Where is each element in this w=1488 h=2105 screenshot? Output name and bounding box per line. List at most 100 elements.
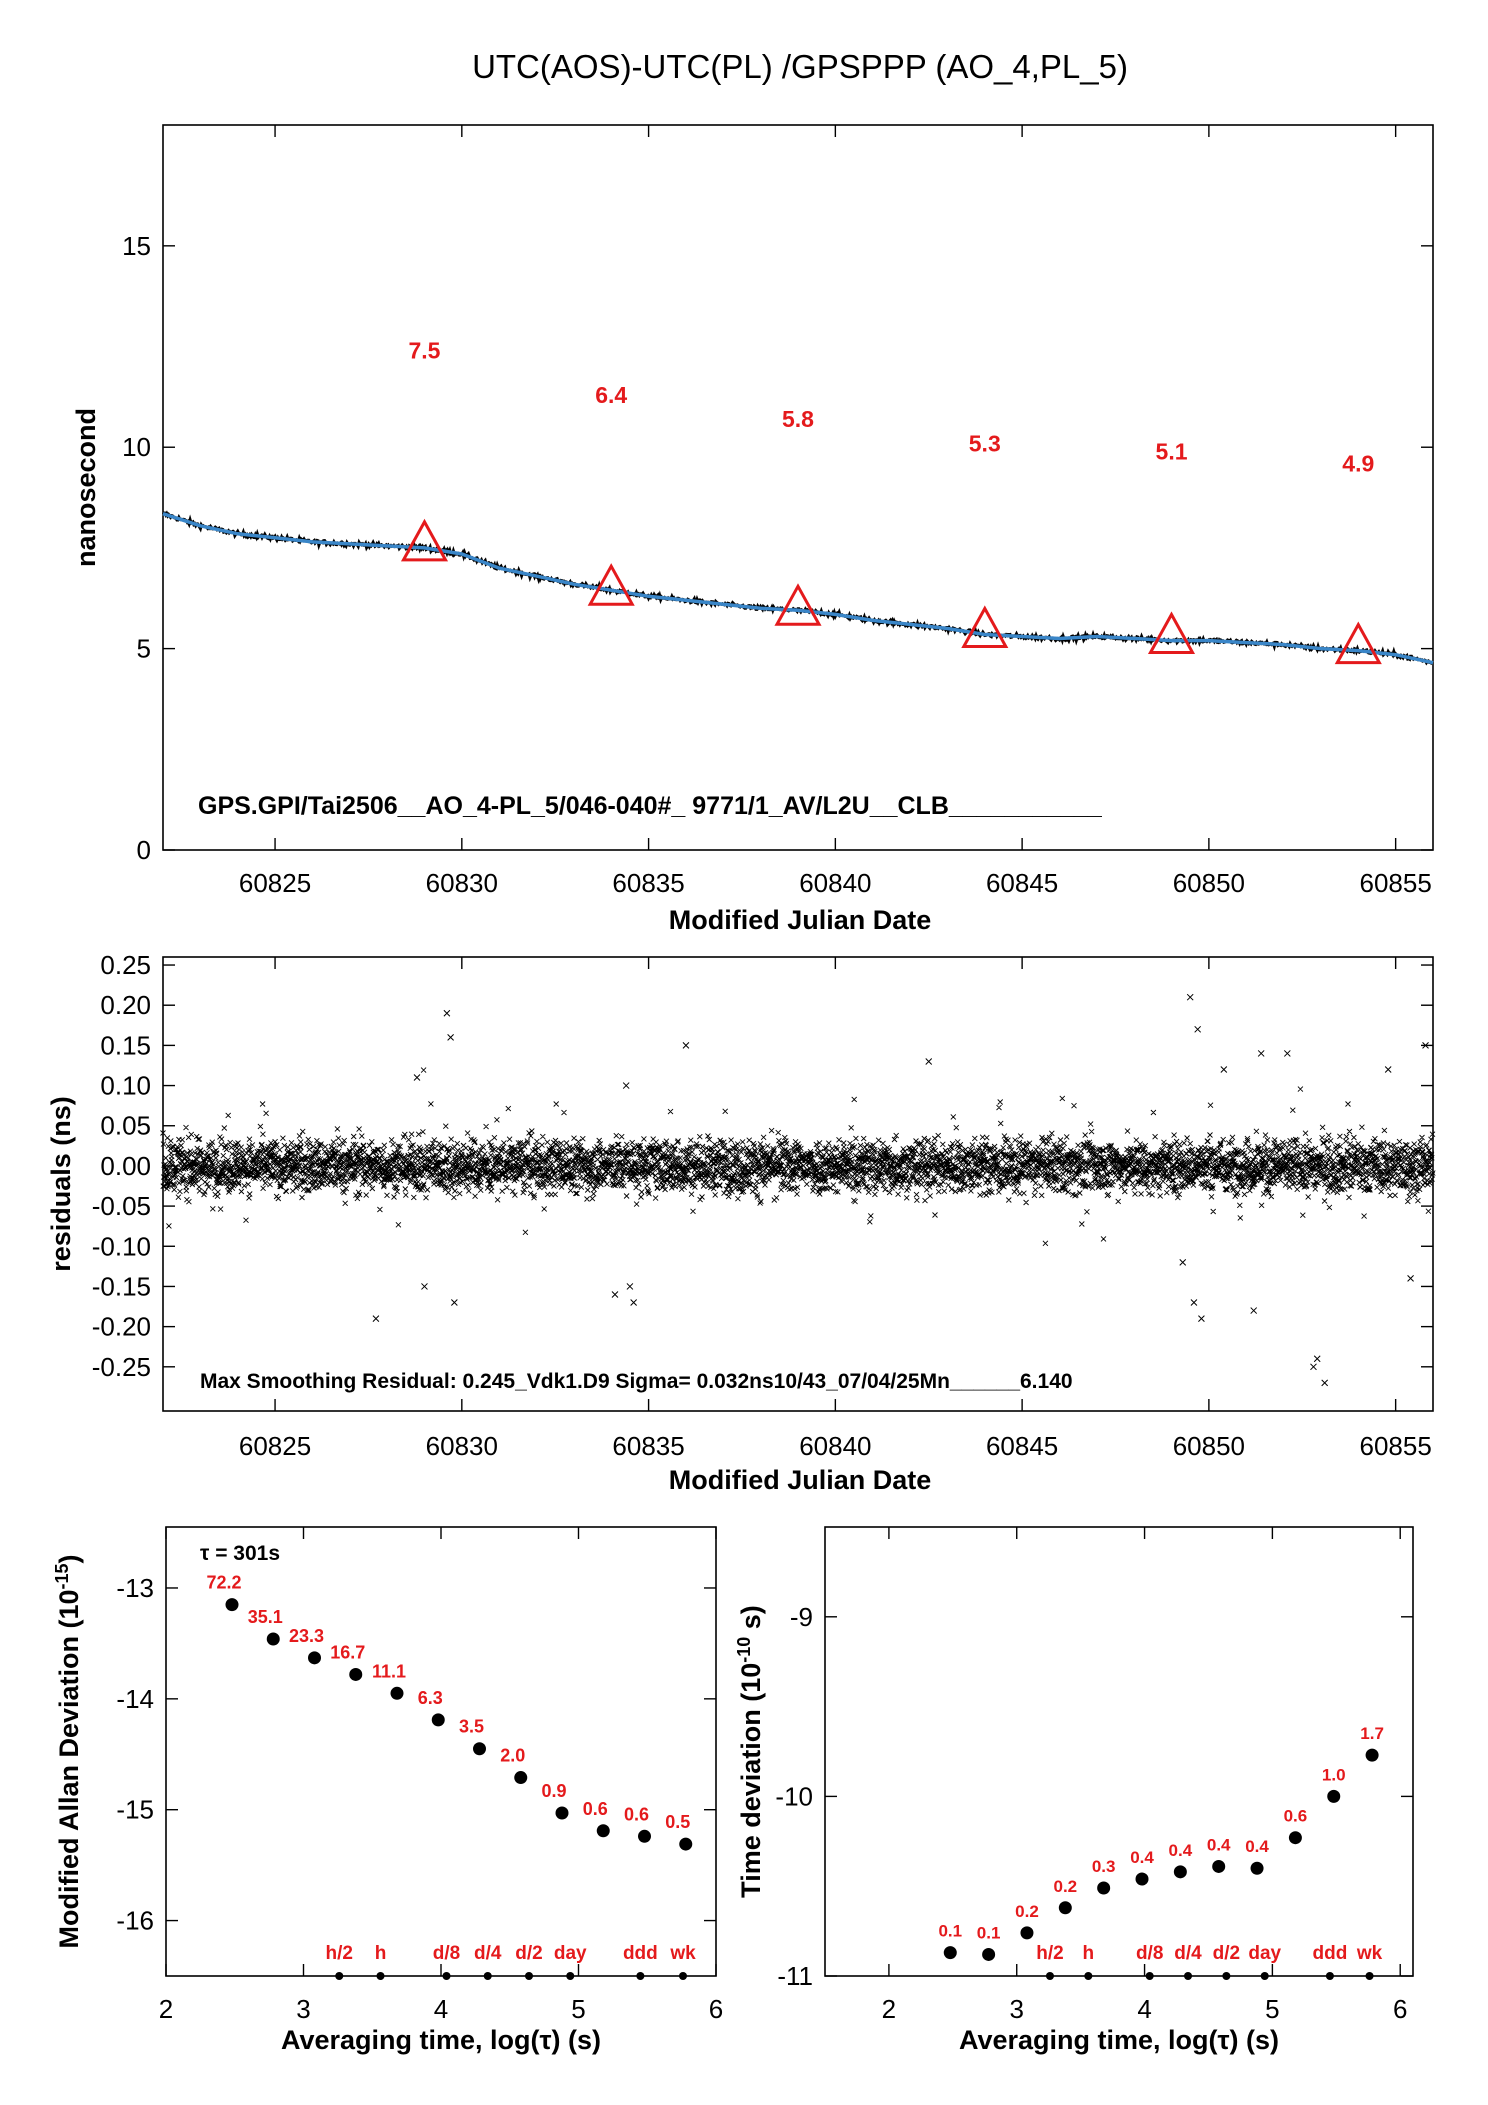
x-tick-label: 60850 [1173,868,1245,898]
y-tick-label: -0.20 [92,1312,151,1342]
y-tick-label: 5 [137,634,151,664]
y-tick-label: -10 [775,1781,813,1811]
span-label: wk [1356,1943,1383,1964]
x-tick-label: 60850 [1173,1431,1245,1461]
deviation-value-label: 72.2 [206,1573,241,1593]
modified-allan-deviation-panel: 2 3 4 5 6 -13 -14 -15 -16 Averaging time, log(τ) … [52,1526,723,2055]
deviation-point [943,1946,957,1960]
span-label: d/2 [515,1943,542,1964]
x-tick-label: 6 [709,1994,723,2024]
triangle-marker [1147,611,1196,654]
deviation-point [1058,1901,1072,1915]
triangle-marker [961,605,1009,648]
span-label: day [554,1943,587,1964]
y-tick-label: 0 [137,835,151,865]
span-marker [1184,1972,1193,1980]
triangle-marker [1334,621,1382,665]
y-axis-title: residuals (ns) [46,1096,76,1272]
deviation-value-label: 35.1 [248,1607,283,1627]
y-axis-title: Time deviation (10-10 s) [734,1605,766,1898]
x-tick-label: 3 [296,1994,310,2024]
triangle-marker [587,563,635,606]
y-tick-label: -14 [116,1684,154,1714]
span-label: d/8 [1136,1943,1163,1964]
x-tick-label: 60825 [239,1431,311,1461]
chart-title: UTC(AOS)-UTC(PL) /GPSPPP (AO_4,PL_5) [472,48,1128,85]
tau-annotation: τ = 301s [200,1542,280,1565]
deviation-point [1365,1748,1379,1762]
deviation-value-label: 1.7 [1360,1724,1384,1743]
residual-outlier [925,1058,933,1065]
span-marker [636,1972,645,1980]
y-tick-label: -0.05 [92,1191,151,1221]
x-tick-label: 60835 [612,868,684,898]
marker-value-label: 5.3 [969,430,1001,456]
deviation-point [1212,1859,1226,1873]
x-tick-label: 60855 [1359,868,1431,898]
y-tick-label: 0.15 [100,1030,151,1060]
span-marker [442,1972,451,1980]
residual-outlier [622,1082,630,1089]
x-tick-label: 5 [1265,1994,1279,2024]
deviation-value-label: 16.7 [330,1642,365,1662]
span-marker [1045,1972,1054,1980]
span-label: day [1248,1943,1281,1964]
y-tick-label: 0.20 [100,990,151,1020]
span-marker [1084,1972,1093,1980]
y-tick-label: 0.25 [100,950,151,980]
annotation-background [190,1362,1270,1396]
residual-outlier [1407,1275,1414,1282]
span-marker [525,1972,533,1980]
residual-outlier [1313,1355,1321,1363]
deviation-value-label: 6.3 [418,1688,443,1708]
deviation-point [514,1771,528,1785]
deviation-value-label: 0.1 [977,1923,1001,1942]
deviation-value-label: 23.3 [289,1626,324,1646]
data-series-smoothed [162,512,1434,665]
residual-outlier [1179,1258,1187,1266]
x-axis-title: Averaging time, log(τ) (s) [281,2025,601,2055]
deviation-point [431,1713,445,1727]
span-marker [566,1972,575,1980]
x-tick-label: 4 [1137,1994,1151,2024]
deviation-value-label: 0.9 [541,1781,566,1801]
span-marker [1145,1972,1154,1980]
y-tick-label: -0.10 [92,1231,151,1261]
x-tick-label: 60845 [986,868,1058,898]
span-label: ddd [1312,1943,1347,1964]
plot-frame [824,1526,1414,1977]
deviation-value-label: 2.0 [500,1746,525,1766]
residual-outlier [1257,1050,1265,1057]
span-marker [1325,1972,1334,1980]
span-marker [335,1972,344,1980]
y-tick-label: 15 [122,231,151,261]
span-marker [1365,1972,1374,1980]
plot-frame [162,124,1434,851]
residual-outlier [1422,1042,1429,1049]
x-tick-label: 2 [882,1994,896,2024]
span-label: wk [669,1943,696,1964]
residual-outlier [1250,1307,1258,1314]
residual-outlier [630,1299,638,1306]
y-tick-label: -13 [116,1573,154,1603]
deviation-value-label: 0.6 [1284,1807,1308,1826]
triangle-marker [774,583,822,626]
marker-value-label: 5.8 [782,406,814,432]
deviation-value-label: 0.2 [1053,1877,1077,1896]
y-tick-label: 10 [122,432,151,462]
x-axis-title: Averaging time, log(τ) (s) [959,2025,1279,2055]
residual-outlier [1321,1379,1329,1387]
residual-outlier [611,1291,619,1298]
span-marker [1222,1972,1231,1980]
span-marker [679,1972,687,1980]
residual-cloud [160,1067,1436,1247]
x-tick-label: 6 [1393,1994,1407,2024]
residual-outlier [1220,1066,1228,1073]
deviation-point [349,1667,363,1681]
time-difference-panel: UTC(AOS)-UTC(PL) /GPSPPP (AO_4,PL_5) 6082… [71,48,1434,935]
residual-outlier [1384,1066,1392,1073]
deviation-point [1327,1789,1341,1803]
x-tick-label: 60825 [239,868,311,898]
deviation-point [266,1632,280,1646]
y-tick-label: 0.10 [100,1071,151,1101]
